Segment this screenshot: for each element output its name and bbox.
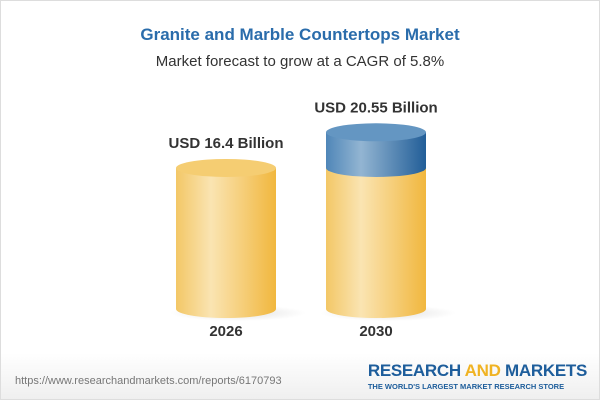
report-url[interactable]: https://www.researchandmarkets.com/repor… (15, 375, 282, 387)
chart-title: Granite and Marble Countertops Market (140, 25, 460, 44)
cylinder-chart: USD 16.4 Billion 2026 USD 20.55 Billion 203… (168, 99, 456, 340)
cylinder-2026-body (176, 167, 276, 318)
cylinder-2030-growth-top (326, 123, 426, 142)
cylinder-2030-base-body (326, 167, 426, 318)
footer: https://www.researchandmarkets.com/repor… (1, 353, 599, 399)
category-label: 2030 (359, 323, 392, 340)
research-and-markets-logo: RESEARCH AND MARKETS THE WORLD'S LARGEST… (367, 361, 587, 391)
data-label: USD 20.55 Billion (314, 99, 437, 116)
cylinder-2026-top (176, 158, 276, 177)
data-label: USD 16.4 Billion (168, 135, 283, 152)
chart-subtitle: Market forecast to grow at a CAGR of 5.8… (155, 53, 445, 70)
cylinder-2030-growth-body (326, 132, 426, 177)
category-label: 2026 (209, 323, 242, 340)
